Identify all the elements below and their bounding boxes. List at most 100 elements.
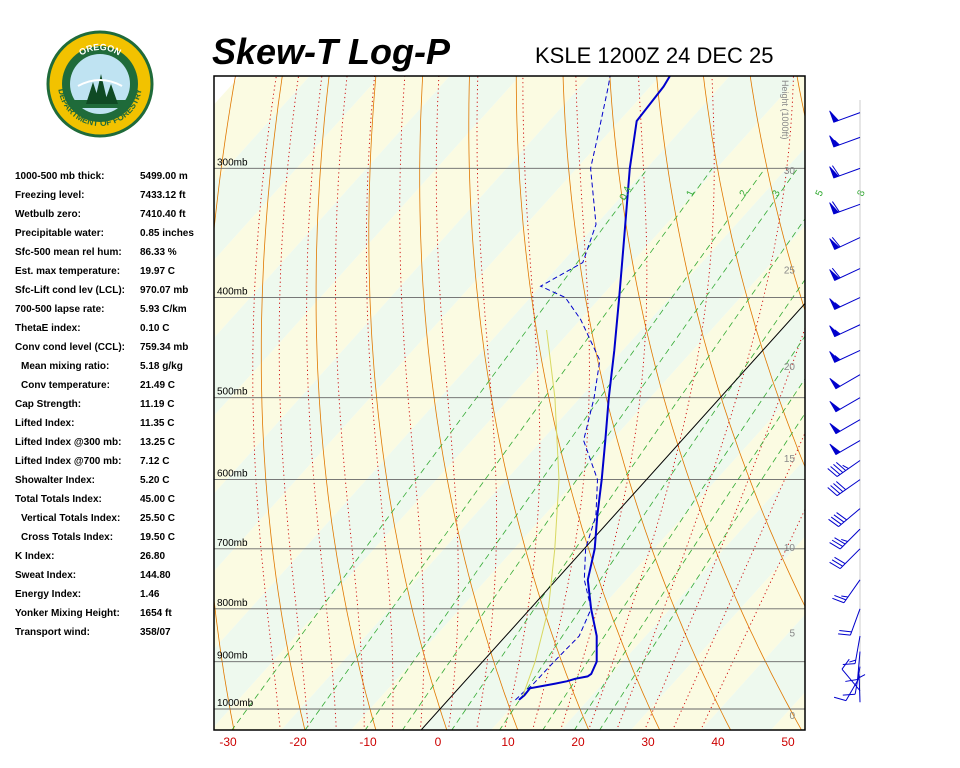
x-tick-label: 40 xyxy=(711,735,725,749)
wind-barb-feather xyxy=(831,267,841,279)
x-tick-label: -10 xyxy=(359,735,377,749)
wind-barb-pennant xyxy=(829,269,840,281)
index-label: Mean mixing ratio: xyxy=(21,361,110,372)
index-value: 7.12 C xyxy=(140,456,170,467)
wind-barb xyxy=(829,374,861,390)
wind-barb-pennant xyxy=(829,166,840,179)
index-value: 19.97 C xyxy=(140,266,176,277)
wind-barb-feather xyxy=(836,512,847,521)
index-label: Lifted Index @700 mb: xyxy=(15,456,122,467)
height-axis-label: Height (1000ft) xyxy=(780,80,790,140)
mixing-ratio-label: 5 xyxy=(814,188,827,198)
pressure-label: 800mb xyxy=(217,598,248,609)
wind-barb-feather xyxy=(833,514,845,523)
mixing-ratio-line xyxy=(402,168,799,730)
pressure-label: 500mb xyxy=(217,387,248,398)
isotherm-band xyxy=(631,536,805,730)
wind-barb-feather xyxy=(833,483,844,493)
index-label: Showalter Index: xyxy=(15,475,96,486)
wind-barb-feather xyxy=(832,597,845,604)
wind-barb-staff xyxy=(854,666,861,695)
index-label: Transport wind: xyxy=(15,627,90,638)
height-tick-label: 15 xyxy=(784,454,796,465)
wind-barb-pennant xyxy=(829,298,840,310)
wind-barb xyxy=(842,666,861,696)
index-value: 5.20 C xyxy=(140,475,170,486)
index-label: Total Totals Index: xyxy=(15,494,102,505)
moist-adiabat-line xyxy=(700,508,805,730)
index-label: Wetbulb zero: xyxy=(15,209,81,220)
wind-barb xyxy=(829,349,861,363)
index-value: 86.33 % xyxy=(140,247,177,258)
wind-barb-feather xyxy=(842,464,849,469)
index-label: Lifted Index @300 mb: xyxy=(15,437,122,448)
index-label: Vertical Totals Index: xyxy=(21,513,121,524)
moist-adiabat-line xyxy=(560,76,648,730)
wind-barb-feather xyxy=(838,633,851,636)
wind-barb-pennant xyxy=(829,400,841,413)
index-row: Total Totals Index: 45.00 C xyxy=(15,490,215,509)
wind-barb-feather xyxy=(834,537,846,545)
wind-barb-feather xyxy=(831,201,840,213)
wind-barb xyxy=(829,440,861,456)
wind-barb-feather xyxy=(831,539,843,547)
wind-barb-feather xyxy=(839,630,852,633)
wind-barb-feather xyxy=(829,561,841,570)
pressure-label: 700mb xyxy=(217,538,248,549)
height-tick-label: 25 xyxy=(784,266,796,277)
index-label: Yonker Mixing Height: xyxy=(15,608,120,619)
wind-barb xyxy=(829,201,861,215)
index-row: Transport wind: 358/07 xyxy=(15,623,215,642)
index-label: Sweat Index: xyxy=(15,570,77,581)
index-row: Sfc-Lift cond lev (LCL): 970.07 mb xyxy=(15,281,215,300)
wind-barb xyxy=(827,460,861,477)
wind-barb-feather xyxy=(842,693,856,696)
index-label: Conv cond level (CCL): xyxy=(15,342,126,353)
wind-barb xyxy=(829,528,861,550)
wind-barb-feather xyxy=(834,556,846,565)
index-value: 11.19 C xyxy=(140,399,175,410)
wind-barb-feather xyxy=(827,468,838,477)
oregon-forestry-logo: OREGON DEPARTMENT OF FORESTRY xyxy=(46,30,154,138)
pressure-label: 400mb xyxy=(217,287,248,298)
wind-barb-pennant xyxy=(829,351,840,363)
pressure-label: 300mb xyxy=(217,157,248,168)
tree-icon xyxy=(86,74,118,104)
wind-barb-feather xyxy=(835,481,846,491)
wind-barb-staff xyxy=(839,528,861,550)
temperature-trace xyxy=(518,76,672,701)
index-value: 1654 ft xyxy=(140,608,172,619)
index-row: Wetbulb zero: 7410.40 ft xyxy=(15,205,215,224)
index-value: 21.49 C xyxy=(140,380,176,391)
index-value: 0.10 C xyxy=(140,323,170,334)
wind-barb-feather xyxy=(831,236,841,248)
wind-barb-staff xyxy=(858,674,861,703)
dry-adiabat-line xyxy=(895,0,960,731)
index-row: ThetaE index: 0.10 C xyxy=(15,319,215,338)
wind-barb xyxy=(858,674,866,703)
wind-barb-feather xyxy=(834,355,841,361)
station-time-label: KSLE 1200Z 24 DEC 25 xyxy=(535,43,774,68)
wind-barb-feather xyxy=(827,487,838,497)
index-value: 5499.00 m xyxy=(140,171,188,182)
isotherm-band xyxy=(214,76,310,183)
wind-barb-feather xyxy=(835,462,846,471)
x-tick-label: 30 xyxy=(641,735,655,749)
index-value: 45.00 C xyxy=(140,494,176,505)
wind-barb xyxy=(827,479,861,497)
index-label: Est. max temperature: xyxy=(15,266,121,277)
height-tick-label: 30 xyxy=(784,166,796,177)
wind-barb xyxy=(845,651,861,682)
wind-barb-pennant xyxy=(829,202,840,215)
index-row: Sweat Index: 144.80 xyxy=(15,566,215,585)
index-label: Cap Strength: xyxy=(15,399,82,410)
wind-barb xyxy=(829,267,861,281)
index-row: Lifted Index: 11.35 C xyxy=(15,414,215,433)
wind-barb-feather xyxy=(829,542,841,550)
wind-barb xyxy=(829,419,861,435)
index-row: Energy Index: 1.46 xyxy=(15,585,215,604)
index-value: 970.07 mb xyxy=(140,285,189,296)
wind-barb-feather xyxy=(833,696,847,702)
index-row: Lifted Index @700 mb: 7.12 C xyxy=(15,452,215,471)
index-row: 1000-500 mb thick: 5499.00 m xyxy=(15,167,215,186)
